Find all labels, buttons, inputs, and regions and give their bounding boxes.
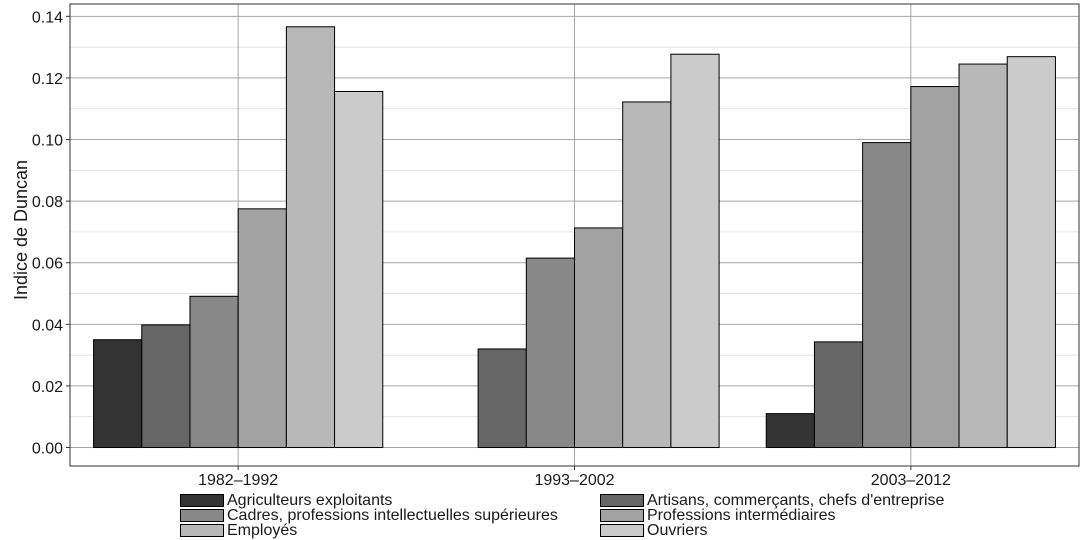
legend-label: Employés — [227, 522, 298, 539]
bar — [1006, 56, 1056, 449]
legend-swatch — [600, 494, 644, 507]
legend-item: Artisans, commerçants, chefs d'entrepris… — [600, 492, 1020, 509]
y-tick-label: 0.14 — [32, 9, 63, 26]
x-tick-label: 1982–1992 — [198, 472, 278, 489]
legend: Agriculteurs exploitants Artisans, commer… — [180, 492, 1020, 539]
legend-item: Agriculteurs exploitants — [180, 492, 600, 509]
bars — [93, 26, 1056, 449]
bar — [93, 339, 143, 449]
y-tick-label: 0.04 — [32, 317, 63, 334]
bar — [958, 63, 1008, 449]
legend-swatch — [180, 509, 224, 522]
legend-item: Cadres, professions intellectuelles supé… — [180, 507, 600, 524]
legend-label: Professions intermédiaires — [647, 507, 836, 524]
legend-swatch — [180, 524, 224, 537]
x-tick-label: 2003–2012 — [871, 472, 951, 489]
legend-swatch — [600, 524, 644, 537]
bar — [574, 227, 624, 449]
x-axis: 1982–1992 1993–2002 2003–2012 — [198, 466, 951, 489]
y-tick-label: 0.00 — [32, 441, 63, 458]
bar — [525, 257, 575, 449]
y-tick-label: 0.06 — [32, 256, 63, 273]
bar — [189, 295, 239, 449]
bar — [765, 413, 815, 449]
y-tick-label: 0.10 — [32, 133, 63, 150]
x-tick-label: 1993–2002 — [534, 472, 614, 489]
bar — [910, 86, 960, 449]
y-tick-label: 0.12 — [32, 71, 63, 88]
y-tick-label: 0.08 — [32, 194, 63, 211]
legend-label: Artisans, commerçants, chefs d'entrepris… — [647, 492, 945, 509]
y-tick-label: 0.02 — [32, 379, 63, 396]
legend-item: Employés — [180, 522, 600, 539]
legend-item: Professions intermédiaires — [600, 507, 1020, 524]
bar — [237, 208, 287, 449]
bar — [622, 101, 672, 449]
legend-label: Ouvriers — [647, 522, 708, 539]
bar — [862, 142, 912, 449]
legend-label: Cadres, professions intellectuelles supé… — [227, 507, 558, 524]
bar — [141, 324, 191, 449]
y-axis-label: Indice de Duncan — [11, 160, 31, 300]
bar — [334, 90, 384, 449]
legend-item: Ouvriers — [600, 522, 1020, 539]
bar — [670, 53, 720, 449]
bar — [285, 26, 336, 449]
bar — [477, 348, 527, 449]
legend-label: Agriculteurs exploitants — [227, 492, 393, 509]
legend-swatch — [180, 494, 224, 507]
legend-swatch — [600, 509, 644, 522]
bar — [813, 341, 864, 449]
y-axis: 0.00 0.02 0.04 0.06 0.08 0.10 0.12 0.14 — [32, 9, 70, 458]
